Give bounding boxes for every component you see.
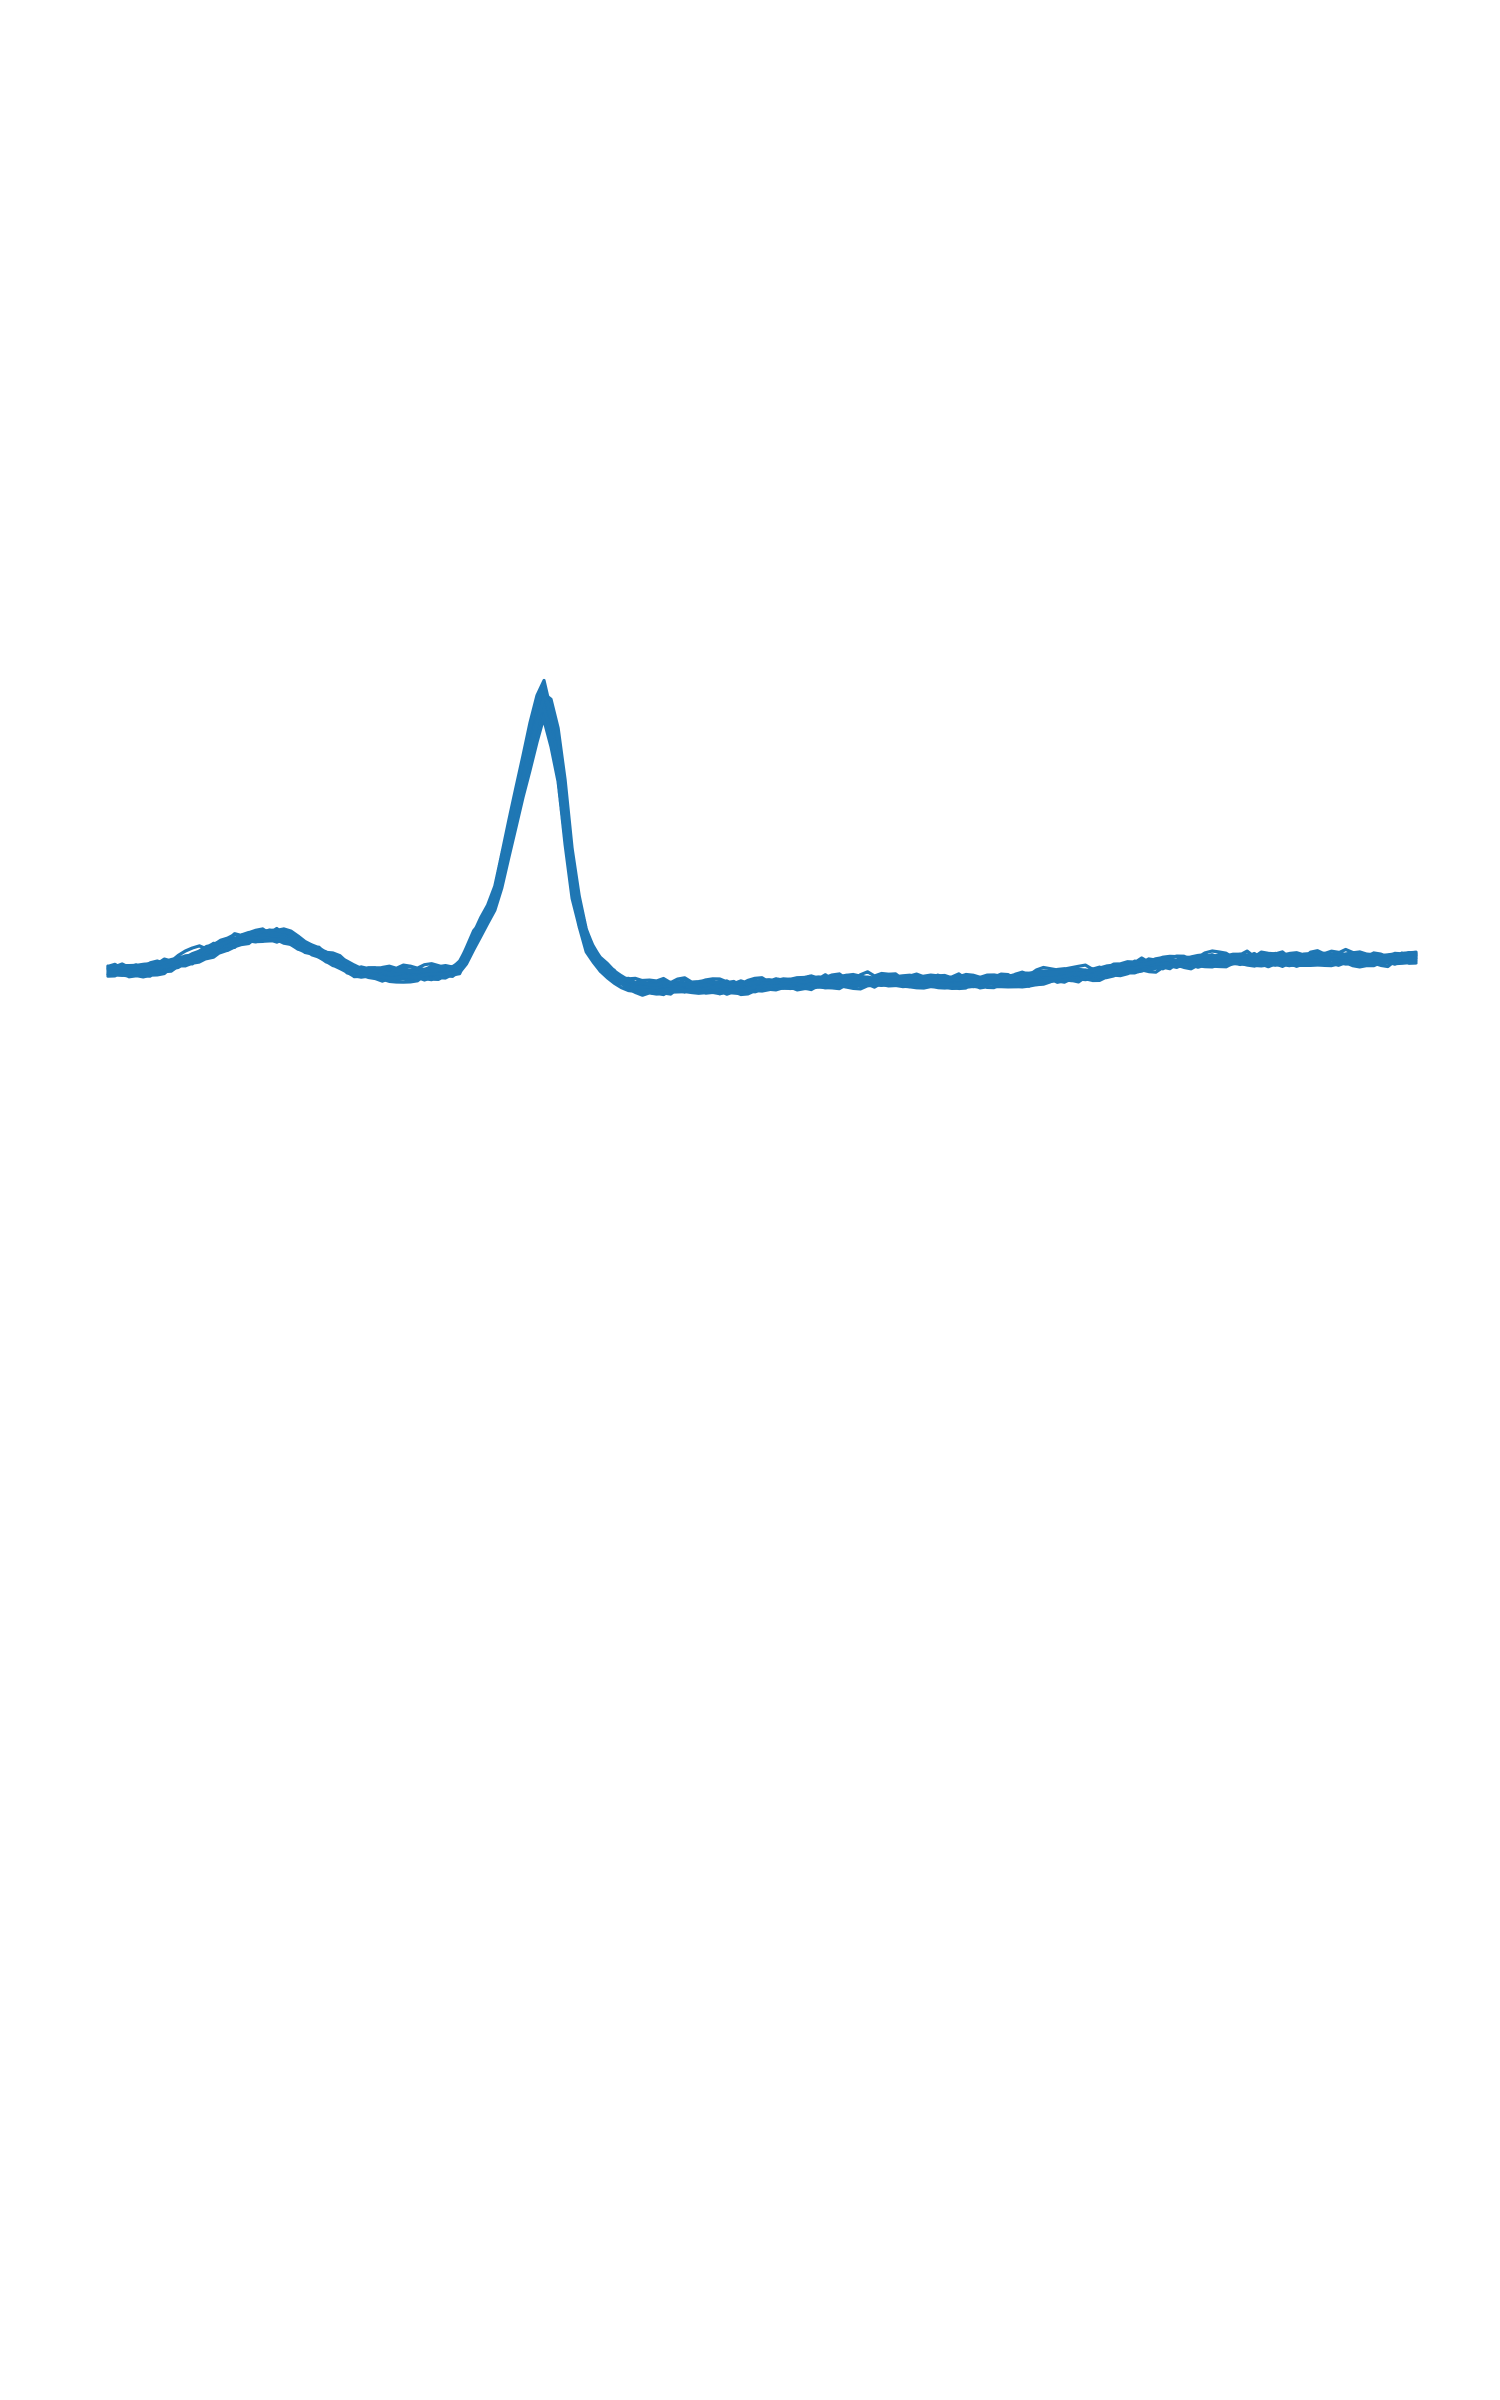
beat-trace-24	[106, 694, 1418, 987]
beat-trace-21	[106, 691, 1418, 993]
plot-area	[106, 678, 1418, 997]
